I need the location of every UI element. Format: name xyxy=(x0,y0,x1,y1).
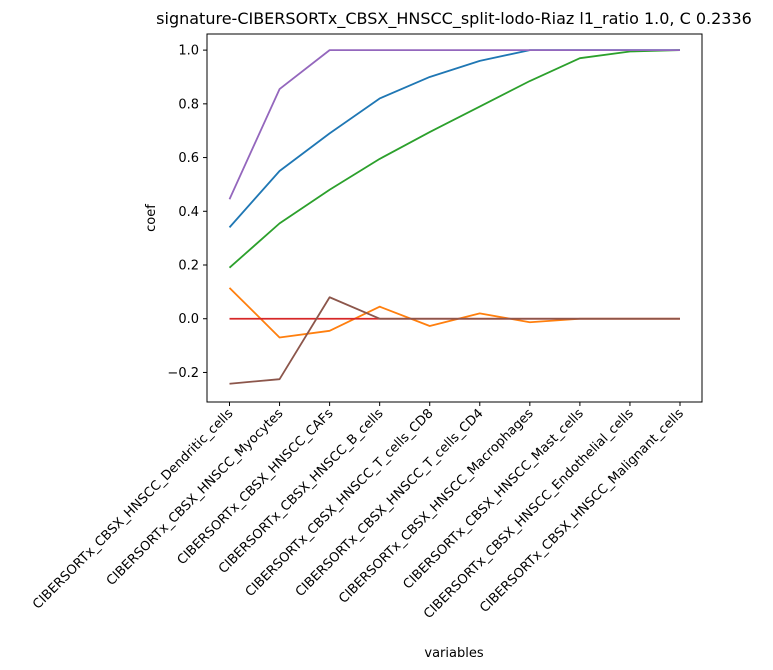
y-axis-label: coef xyxy=(144,204,159,232)
y-tick-label: 0.0 xyxy=(178,312,199,327)
axes-frame xyxy=(206,33,703,403)
series-line-1 xyxy=(228,49,680,228)
x-tick-label: CIBERSORTx_CBSX_HNSCC_T_cells_CD4 xyxy=(293,406,487,600)
chart-title: signature-CIBERSORTx_CBSX_HNSCC_split-lo… xyxy=(156,9,752,29)
x-tick-label: CIBERSORTx_CBSX_HNSCC_Dendritic_cells xyxy=(30,406,236,612)
series-line-5 xyxy=(228,49,680,200)
series-line-2 xyxy=(228,287,680,339)
y-tick-label: 0.8 xyxy=(178,97,199,112)
y-tick-label: 0.2 xyxy=(178,259,199,274)
y-tick-label: 0.4 xyxy=(178,205,199,220)
series-line-3 xyxy=(228,49,681,269)
y-tick-label: −0.2 xyxy=(167,366,199,381)
y-axis: −0.2 0.0 0.2 0.4 0.6 0.8 1.0 xyxy=(167,44,207,381)
x-tick-label: CIBERSORTx_CBSX_HNSCC_T_cells_CD8 xyxy=(243,406,437,600)
x-axis-label: variables xyxy=(424,646,483,661)
plot-area xyxy=(206,33,703,403)
x-axis: CIBERSORTx_CBSX_HNSCC_Dendritic_cellsCIB… xyxy=(30,402,687,622)
series-line-6 xyxy=(229,296,680,385)
x-tick-label: CIBERSORTx_CBSX_HNSCC_Mast_cells xyxy=(401,406,587,592)
y-tick-label: 1.0 xyxy=(178,44,199,59)
x-tick-label: CIBERSORTx_CBSX_HNSCC_Myocytes xyxy=(104,406,287,589)
series-layer xyxy=(228,49,681,385)
y-tick-label: 0.6 xyxy=(178,151,199,166)
